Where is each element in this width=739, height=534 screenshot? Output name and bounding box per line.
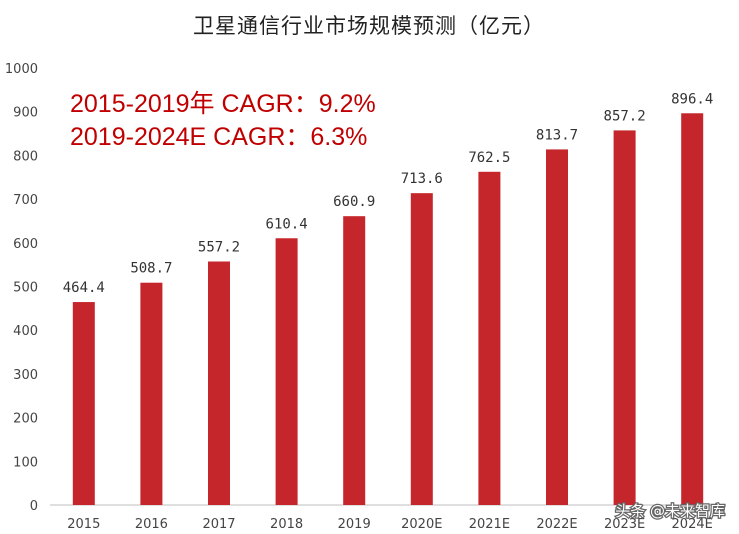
x-tick-label: 2016	[135, 517, 168, 532]
watermark: 头条 @未来智库	[615, 502, 725, 520]
bar	[478, 171, 501, 505]
y-tick-label: 500	[13, 281, 38, 296]
data-label: 610.4	[266, 216, 308, 232]
data-label: 896.4	[671, 91, 713, 107]
y-axis: 0 100 200 300 400 500 600 700 800 900 1000	[5, 62, 38, 514]
data-label: 508.7	[130, 261, 172, 277]
x-tick-label: 2021E	[469, 517, 510, 532]
bar	[546, 149, 568, 506]
x-tick-label: 2017	[202, 517, 235, 532]
y-tick-label: 100	[13, 455, 38, 470]
bar	[613, 130, 636, 505]
y-tick-label: 800	[13, 149, 38, 164]
bar	[410, 193, 433, 505]
x-tick-label: 2019	[338, 517, 371, 532]
data-label: 660.9	[333, 194, 375, 210]
data-label: 857.2	[604, 108, 646, 124]
data-label: 464.4	[63, 280, 105, 296]
bar	[140, 282, 163, 505]
cagr-annotation-2: 2019-2024E CAGR：6.3%	[70, 123, 367, 151]
y-tick-label: 0	[30, 499, 38, 514]
bar	[275, 238, 298, 506]
bar	[343, 216, 366, 505]
x-axis: 2015 2016 2017 2018 2019 2020E 2021E 2022E 2023E…	[67, 517, 713, 532]
x-tick-label: 2024E	[672, 517, 713, 532]
y-tick-label: 400	[13, 324, 38, 339]
x-tick-label: 2022E	[536, 517, 577, 532]
x-tick-label: 2020E	[401, 517, 442, 532]
y-tick-label: 1000	[5, 62, 38, 77]
bars	[72, 113, 704, 506]
bar	[72, 302, 95, 505]
chart-title: 卫星通信行业市场规模预测（亿元）	[193, 14, 545, 38]
y-tick-label: 200	[13, 412, 38, 427]
cagr-annotation-1: 2015-2019年 CAGR：9.2%	[70, 90, 376, 118]
data-label: 557.2	[198, 240, 240, 256]
x-tick-label: 2023E	[604, 517, 645, 532]
y-tick-label: 900	[13, 106, 38, 121]
data-labels: 464.4 508.7 557.2 610.4 660.9 713.6 762.5 813.7…	[63, 91, 714, 296]
y-tick-label: 700	[13, 193, 38, 208]
data-label: 762.5	[468, 150, 510, 166]
bar	[208, 261, 230, 505]
x-tick-label: 2015	[67, 517, 100, 532]
bar	[681, 113, 704, 506]
y-tick-label: 300	[13, 368, 38, 383]
data-label: 813.7	[536, 127, 578, 143]
y-tick-label: 600	[13, 237, 38, 252]
data-label: 713.6	[401, 171, 443, 187]
x-tick-label: 2018	[270, 517, 303, 532]
